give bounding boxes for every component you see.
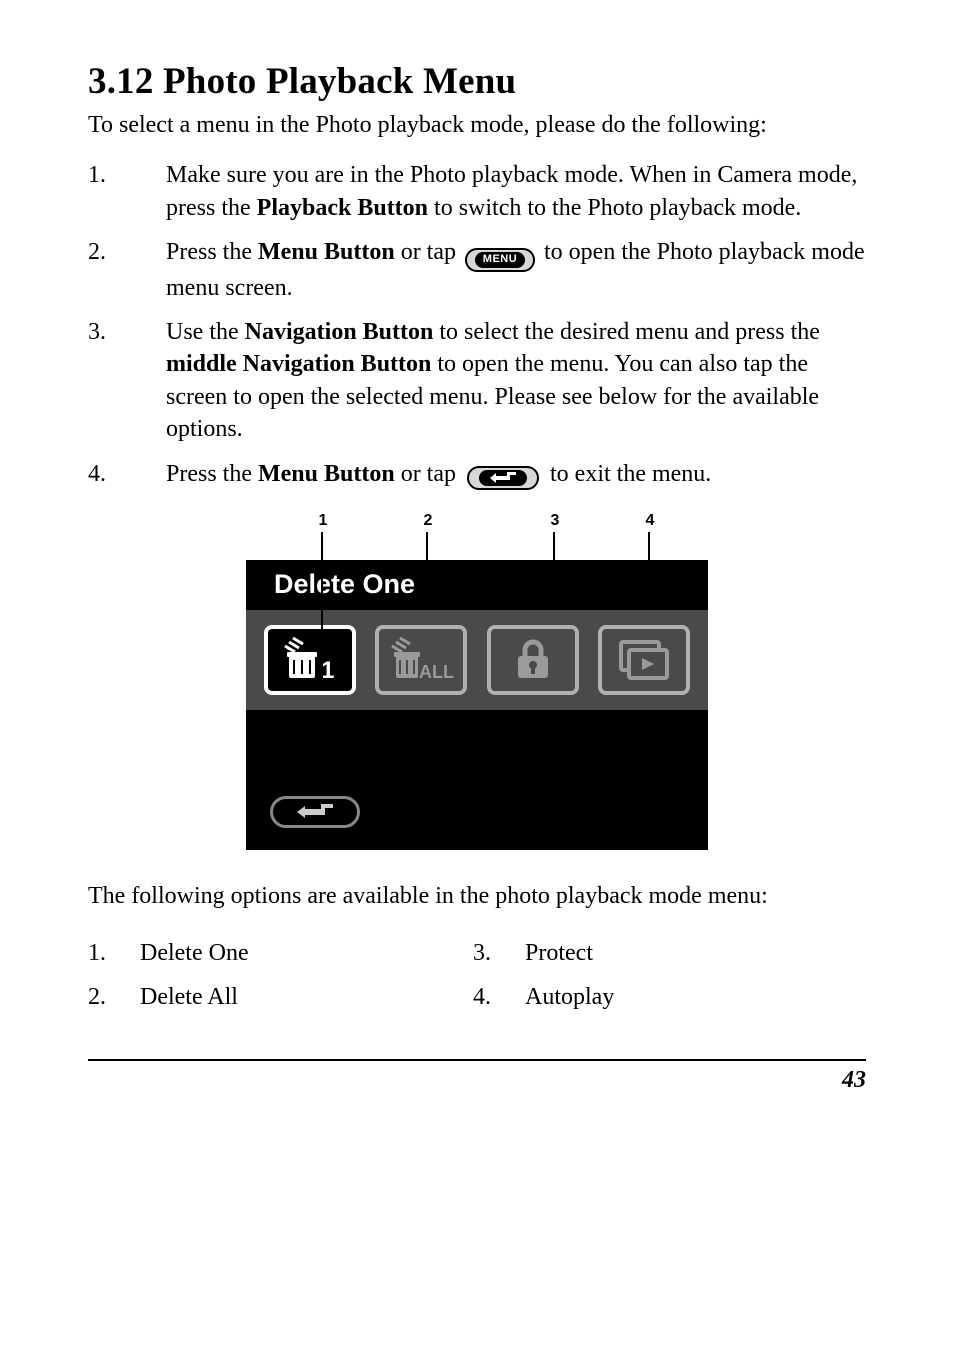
callout-line (321, 532, 323, 684)
option-label: Delete One (140, 932, 249, 975)
step-body: Press the Menu Button or tap MENU to ope… (166, 236, 866, 304)
menu-pill-label: MENU (475, 252, 525, 268)
callout-row: 1 2 3 4 (246, 512, 708, 560)
protect-icon[interactable] (487, 625, 579, 695)
options-intro: The following options are available in t… (88, 880, 866, 912)
option-number: 2. (88, 976, 140, 1019)
step-text: or tap (395, 239, 462, 265)
menu-button-icon: MENU (465, 248, 535, 272)
option-label: Autoplay (525, 976, 614, 1019)
option-label: Delete All (140, 976, 238, 1019)
back-arrow-icon (479, 470, 527, 486)
step-text: to exit the menu. (550, 461, 711, 487)
list-item: 2. Delete All (88, 976, 473, 1019)
step-bold: Menu Button (258, 461, 395, 487)
step-body: Make sure you are in the Photo playback … (166, 159, 866, 224)
list-item: 3. Protect (473, 932, 614, 975)
step-number: 1. (88, 159, 166, 224)
callout-line (553, 532, 555, 560)
callout-2: 2 (418, 512, 438, 530)
option-label: Protect (525, 932, 593, 975)
step-text: Use the (166, 319, 245, 345)
steps-list: 1. Make sure you are in the Photo playba… (88, 159, 866, 490)
step-2: 2. Press the Menu Button or tap MENU to … (88, 236, 866, 304)
step-bold: Navigation Button (245, 319, 434, 345)
step-text: or tap (395, 461, 462, 487)
autoplay-icon[interactable] (598, 625, 690, 695)
list-item: 1. Delete One (88, 932, 473, 975)
step-3: 3. Use the Navigation Button to select t… (88, 316, 866, 446)
svg-text:ALL: ALL (419, 662, 454, 682)
screen-header: Delete One (246, 560, 708, 610)
menu-icons-row: 1 AL (246, 610, 708, 710)
option-number: 3. (473, 932, 525, 975)
step-1: 1. Make sure you are in the Photo playba… (88, 159, 866, 224)
exit-button[interactable] (270, 796, 360, 828)
step-number: 4. (88, 458, 166, 490)
delete-all-icon[interactable]: ALL (375, 625, 467, 695)
callout-line (426, 532, 428, 560)
page-number: 43 (88, 1067, 866, 1094)
callout-1: 1 (313, 512, 333, 530)
option-number: 1. (88, 932, 140, 975)
step-text: Press the (166, 239, 258, 265)
exit-button-icon (467, 466, 539, 490)
step-text: to switch to the Photo playback mode. (428, 195, 801, 221)
delete-one-icon[interactable]: 1 (264, 625, 356, 695)
step-text: to select the desired menu and press the (433, 319, 820, 345)
device-screen: Delete One 1 (246, 560, 708, 850)
screen-title: Delete One (274, 569, 415, 600)
step-number: 3. (88, 316, 166, 446)
footer-divider (88, 1059, 866, 1061)
step-number: 2. (88, 236, 166, 304)
step-bold: Playback Button (257, 195, 428, 221)
device-screenshot-figure: 1 2 3 4 Delete One 1 (88, 512, 866, 850)
options-list: 1. Delete One 2. Delete All 3. Protect 4… (88, 932, 866, 1018)
step-bold: Menu Button (258, 239, 395, 265)
step-body: Press the Menu Button or tap to exit the… (166, 458, 866, 490)
step-body: Use the Navigation Button to select the … (166, 316, 866, 446)
step-bold: middle Navigation Button (166, 351, 431, 377)
callout-line (648, 532, 650, 560)
screen-footer (246, 710, 708, 850)
section-heading: 3.12 Photo Playback Menu (88, 60, 866, 103)
step-text: Press the (166, 461, 258, 487)
option-number: 4. (473, 976, 525, 1019)
intro-paragraph: To select a menu in the Photo playback m… (88, 109, 866, 141)
list-item: 4. Autoplay (473, 976, 614, 1019)
callout-3: 3 (545, 512, 565, 530)
callout-4: 4 (640, 512, 660, 530)
step-4: 4. Press the Menu Button or tap to exit … (88, 458, 866, 490)
